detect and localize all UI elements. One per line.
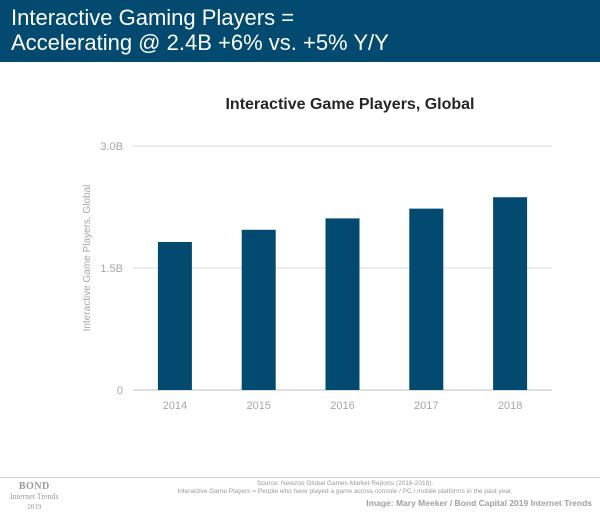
bar-2015 bbox=[241, 229, 276, 390]
y-axis-label: Interactive Game Players, Global bbox=[82, 185, 93, 332]
y-tick-label: 1.5B bbox=[100, 263, 123, 275]
x-tick-label: 2014 bbox=[163, 400, 187, 412]
x-tick-label: 2016 bbox=[330, 400, 354, 412]
bond-logo-year: 2019 bbox=[27, 503, 42, 511]
source-line-1: Source: Newzoo Global Games Market Repor… bbox=[256, 480, 434, 487]
source-note: Source: Newzoo Global Games Market Repor… bbox=[140, 480, 550, 496]
bar-2018 bbox=[493, 197, 528, 390]
x-tick-label: 2015 bbox=[246, 400, 270, 412]
x-tick-label: 2018 bbox=[498, 400, 522, 412]
source-line-2: Interactive Game Players = People who ha… bbox=[177, 488, 513, 495]
bar-2014 bbox=[157, 241, 192, 390]
header-title-line-2: Accelerating @ 2.4B +6% vs. +5% Y/Y bbox=[11, 30, 389, 55]
header-title-line-1: Interactive Gaming Players = bbox=[11, 5, 295, 30]
bar-2016 bbox=[325, 218, 360, 390]
y-tick-label: 0 bbox=[117, 385, 123, 397]
bond-logo-subtitle: Internet Trends bbox=[10, 492, 59, 501]
chart-title: Interactive Game Players, Global bbox=[225, 96, 475, 113]
slide-header: Interactive Gaming Players = Acceleratin… bbox=[0, 0, 600, 62]
footer-divider bbox=[0, 477, 600, 478]
bond-logo: BOND Internet Trends 2019 bbox=[10, 482, 59, 512]
y-tick-label: 3.0B bbox=[100, 141, 123, 153]
bar-2017 bbox=[409, 208, 444, 390]
bond-logo-name: BOND bbox=[18, 481, 50, 492]
x-tick-label: 2017 bbox=[414, 400, 438, 412]
image-credit: Image: Mary Meeker / Bond Capital 2019 I… bbox=[366, 498, 592, 508]
